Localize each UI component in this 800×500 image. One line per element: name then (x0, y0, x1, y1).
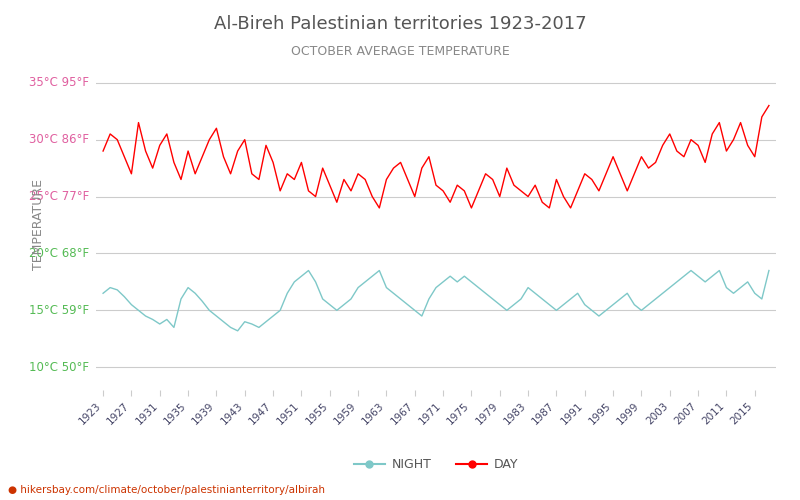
Text: Al-Bireh Palestinian territories 1923-2017: Al-Bireh Palestinian territories 1923-20… (214, 15, 586, 33)
Text: ● hikersbay.com/climate/october/palestinianterritory/albirah: ● hikersbay.com/climate/october/palestin… (8, 485, 325, 495)
Text: OCTOBER AVERAGE TEMPERATURE: OCTOBER AVERAGE TEMPERATURE (290, 45, 510, 58)
Legend: NIGHT, DAY: NIGHT, DAY (349, 453, 523, 476)
Text: 15°C 59°F: 15°C 59°F (29, 304, 90, 317)
Text: 20°C 68°F: 20°C 68°F (29, 247, 90, 260)
Text: TEMPERATURE: TEMPERATURE (32, 180, 45, 270)
Text: 35°C 95°F: 35°C 95°F (30, 76, 90, 90)
Text: 30°C 86°F: 30°C 86°F (30, 133, 90, 146)
Text: 10°C 50°F: 10°C 50°F (30, 360, 90, 374)
Text: 25°C 77°F: 25°C 77°F (29, 190, 90, 203)
